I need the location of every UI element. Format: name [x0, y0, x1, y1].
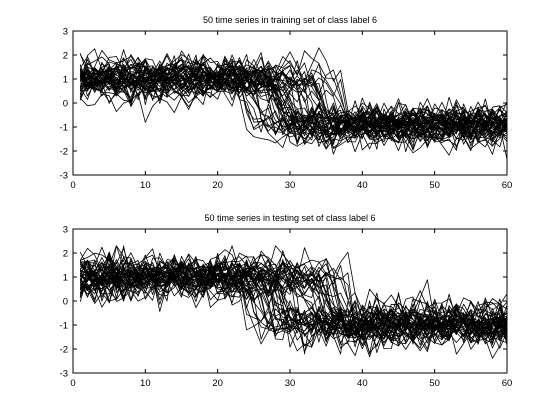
- series-line: [80, 255, 508, 354]
- x-tick-label: 10: [140, 378, 151, 389]
- y-tick-label: 0: [63, 99, 68, 110]
- series-line: [80, 56, 508, 138]
- y-tick-label: -1: [60, 321, 68, 332]
- y-tick-label: 3: [63, 225, 68, 236]
- x-tick-label: 40: [357, 378, 368, 389]
- y-tick-label: 3: [63, 27, 68, 38]
- series-line: [80, 262, 508, 332]
- series-line: [79, 54, 508, 153]
- x-tick-label: 60: [502, 378, 513, 389]
- series-line: [79, 269, 508, 335]
- y-tick-label: 1: [63, 273, 68, 284]
- series-line: [79, 260, 508, 343]
- series-line: [80, 70, 508, 149]
- x-tick-label: 40: [357, 180, 368, 191]
- y-tick-label: -2: [60, 147, 68, 158]
- x-tick-label: 30: [285, 378, 296, 389]
- series-line: [79, 74, 508, 155]
- x-tick-label: 50: [429, 180, 440, 191]
- series-line: [80, 73, 508, 149]
- chart-title-testing: 50 time series in testing set of class l…: [204, 213, 375, 223]
- x-tick-label: 20: [212, 378, 223, 389]
- series-line: [79, 54, 508, 131]
- chart-title-training: 50 time series in training set of class …: [203, 15, 377, 25]
- x-tick-label: 50: [429, 378, 440, 389]
- y-axis-testing: 3 2 1 0 -1 -2 -3: [60, 225, 507, 380]
- x-tick-label: 60: [502, 180, 513, 191]
- x-axis-testing: 0 10 20 30 40 50 60: [70, 229, 512, 389]
- y-tick-label: 2: [63, 51, 68, 62]
- series-line: [79, 254, 508, 349]
- series-line: [79, 54, 508, 140]
- series-line: [79, 53, 508, 145]
- y-tick-label: 1: [63, 75, 68, 86]
- y-tick-label: -3: [60, 369, 68, 380]
- y-axis-training: 3 2 1 0 -1 -2 -3: [60, 27, 507, 182]
- y-tick-label: 2: [63, 249, 68, 260]
- y-tick-label: -3: [60, 171, 68, 182]
- y-tick-label: -2: [60, 345, 68, 356]
- subplot-testing: 50 time series in testing set of class l…: [60, 213, 513, 389]
- x-axis-training: 0 10 20 30 40 50 60: [70, 31, 512, 191]
- series-line: [79, 56, 508, 149]
- x-tick-label: 20: [212, 180, 223, 191]
- series-line: [79, 254, 508, 346]
- x-tick-label: 10: [140, 180, 151, 191]
- y-tick-label: -1: [60, 123, 68, 134]
- y-tick-label: 0: [63, 297, 68, 308]
- x-tick-label: 0: [70, 180, 75, 191]
- subplot-training: 50 time series in training set of class …: [60, 15, 513, 191]
- series-group-training: [79, 47, 508, 160]
- series-line: [79, 250, 508, 330]
- x-tick-label: 30: [285, 180, 296, 191]
- series-group-testing: [79, 245, 508, 359]
- x-tick-label: 0: [70, 378, 75, 389]
